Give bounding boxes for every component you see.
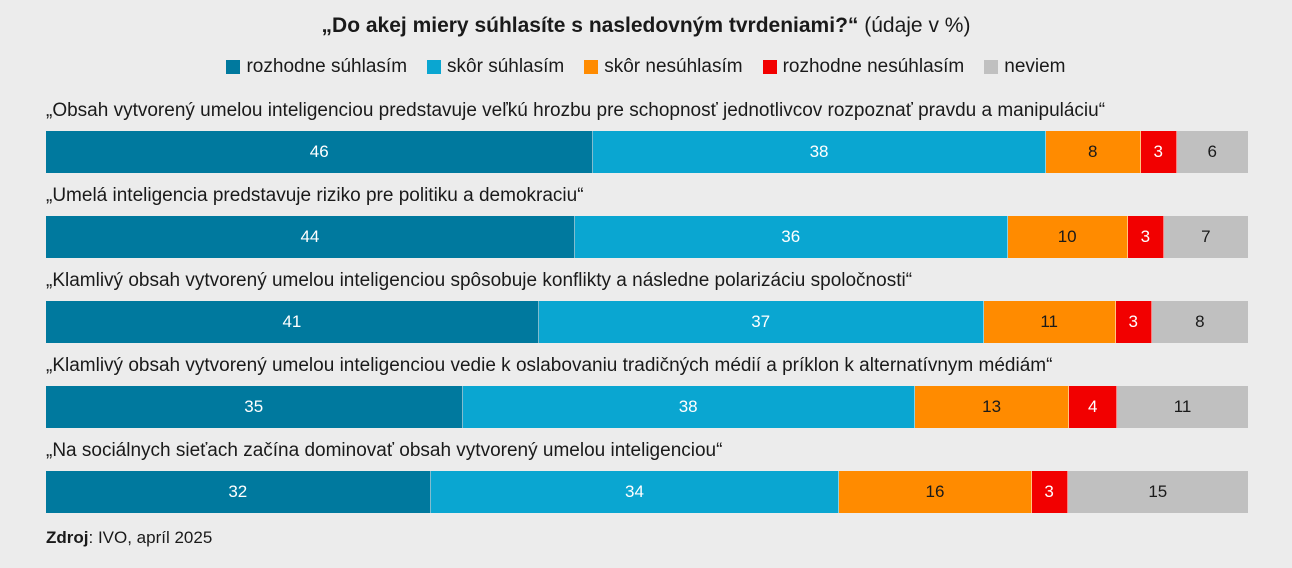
stacked-bar: 44 36 10 3 7 (46, 216, 1248, 258)
data-label: 6 (1207, 142, 1217, 161)
bar-segment: 3 (1031, 471, 1068, 513)
data-label: 3 (1128, 312, 1139, 331)
bar-segment: 11 (983, 301, 1116, 343)
bar-segment: 11 (1117, 386, 1248, 428)
bar-segment: 8 (1151, 301, 1248, 343)
source-note: Zdroj: IVO, apríl 2025 (46, 528, 212, 548)
data-label: 16 (925, 482, 945, 501)
data-label: 38 (809, 142, 829, 161)
data-label: 10 (1057, 227, 1077, 246)
bar-segment: 4 (1069, 386, 1118, 428)
bar-segment: 10 (1007, 216, 1128, 258)
bar-segment: 7 (1163, 216, 1248, 258)
data-label: 8 (1088, 142, 1098, 161)
legend-item: rozhodne súhlasím (226, 56, 407, 78)
bar-segment: 41 (46, 301, 539, 343)
chart-title: „Do akej miery súhlasíte s nasledovným t… (0, 14, 1292, 38)
data-label: 34 (625, 482, 644, 501)
legend-swatch (762, 60, 777, 74)
bar-segment: 44 (46, 216, 575, 258)
legend-label: rozhodne súhlasím (246, 56, 408, 77)
chart-title-main: „Do akej miery súhlasíte s nasledovným t… (321, 14, 859, 37)
stacked-bar: 46 38 8 3 6 (46, 131, 1248, 173)
legend-label: rozhodne nesúhlasím (782, 56, 965, 77)
bar-segment: 8 (1045, 131, 1141, 173)
bar-segment: 46 (46, 131, 594, 173)
bar-segment: 3 (1140, 131, 1177, 173)
stacked-bar: 32 34 16 3 15 (46, 471, 1248, 513)
bar-segment: 36 (574, 216, 1008, 258)
source-label: Zdroj (46, 528, 89, 547)
data-label: 35 (244, 397, 264, 416)
legend-item: rozhodne nesúhlasím (762, 56, 965, 78)
data-label: 13 (982, 397, 1002, 416)
data-label: 32 (228, 482, 248, 501)
bar-segment: 16 (839, 471, 1032, 513)
data-label: 15 (1148, 482, 1168, 501)
legend-swatch (984, 60, 999, 74)
stacked-bar: 41 37 11 3 8 (46, 301, 1248, 343)
data-label: 3 (1153, 142, 1163, 161)
legend-label: neviem (1004, 56, 1066, 77)
data-label: 38 (678, 397, 698, 416)
legend-label: skôr súhlasím (447, 56, 565, 77)
data-label: 37 (751, 312, 771, 331)
legend-item: skôr nesúhlasím (584, 56, 743, 78)
legend: rozhodne súhlasím skôr súhlasím skôr nesúh… (0, 56, 1292, 78)
bar-segment: 35 (46, 386, 463, 428)
data-label: 41 (282, 312, 302, 331)
bar-segment: 6 (1176, 131, 1248, 173)
stacked-bar: 35 38 13 4 11 (46, 386, 1248, 428)
bar-segment: 37 (538, 301, 984, 343)
data-label: 44 (300, 227, 320, 246)
bar-segment: 3 (1127, 216, 1164, 258)
bar-segment: 32 (46, 471, 431, 513)
data-label: 3 (1140, 227, 1151, 246)
legend-item: neviem (984, 56, 1066, 78)
chart-title-unit: (údaje v %) (858, 14, 971, 37)
bar-segment: 15 (1067, 471, 1248, 513)
data-label: 7 (1201, 227, 1211, 246)
legend-label: skôr nesúhlasím (604, 56, 743, 77)
data-label: 36 (781, 227, 801, 246)
bar-segment: 38 (462, 386, 915, 428)
bar-segment: 38 (593, 131, 1046, 173)
data-label: 4 (1088, 397, 1098, 416)
data-label: 8 (1195, 312, 1205, 331)
category-label: „Klamlivý obsah vytvorený umelou intelig… (46, 355, 1053, 376)
legend-swatch (584, 60, 599, 74)
bar-segment: 34 (430, 471, 840, 513)
category-label: „Klamlivý obsah vytvorený umelou intelig… (46, 270, 913, 291)
data-label: 11 (1040, 312, 1058, 331)
data-label: 11 (1173, 397, 1192, 416)
category-label: „Obsah vytvorený umelou inteligenciou pr… (46, 100, 1106, 121)
bar-segment: 3 (1115, 301, 1152, 343)
data-label: 3 (1044, 482, 1054, 501)
category-label: „Umelá inteligencia predstavuje riziko p… (46, 185, 584, 206)
data-label: 46 (309, 142, 329, 161)
source-text: : IVO, apríl 2025 (88, 528, 213, 547)
legend-swatch (226, 60, 241, 74)
legend-swatch (427, 60, 442, 74)
bar-segment: 13 (914, 386, 1070, 428)
category-label: „Na sociálnych sieťach začína dominovať … (46, 440, 723, 461)
legend-item: skôr súhlasím (427, 56, 564, 78)
